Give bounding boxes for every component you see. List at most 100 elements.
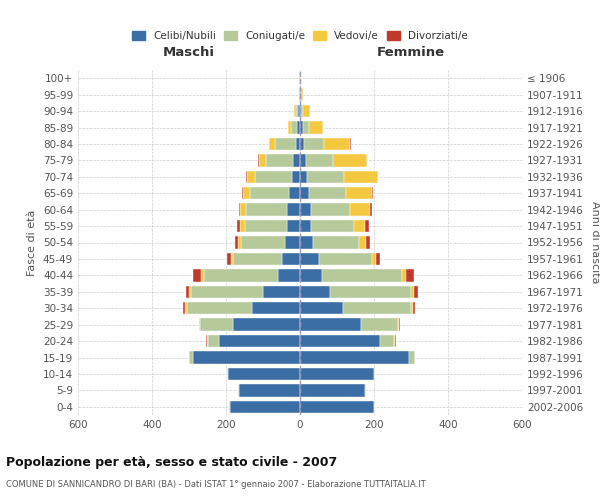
- Bar: [313, 236, 359, 248]
- Bar: [300, 286, 329, 298]
- Bar: [300, 88, 301, 101]
- Legend: Celibi/Nubili, Coniugati/e, Vedovi/e, Divorziati/e: Celibi/Nubili, Coniugati/e, Vedovi/e, Di…: [128, 27, 472, 46]
- Bar: [239, 384, 300, 396]
- Bar: [228, 368, 300, 380]
- Bar: [300, 105, 301, 117]
- Bar: [378, 170, 379, 183]
- Bar: [208, 335, 218, 347]
- Bar: [414, 286, 418, 298]
- Bar: [241, 236, 285, 248]
- Bar: [343, 302, 411, 314]
- Bar: [399, 318, 400, 331]
- Bar: [275, 138, 296, 150]
- Bar: [193, 269, 201, 281]
- Bar: [233, 318, 300, 331]
- Bar: [376, 253, 380, 265]
- Bar: [365, 384, 366, 396]
- Bar: [263, 286, 300, 298]
- Bar: [238, 384, 239, 396]
- Bar: [359, 236, 366, 248]
- Bar: [309, 187, 346, 200]
- Bar: [300, 122, 303, 134]
- Bar: [186, 286, 189, 298]
- Bar: [398, 318, 399, 331]
- Bar: [242, 187, 250, 200]
- Bar: [300, 187, 309, 200]
- Bar: [402, 269, 406, 281]
- Bar: [305, 154, 334, 166]
- Text: Popolazione per età, sesso e stato civile - 2007: Popolazione per età, sesso e stato civil…: [6, 456, 337, 469]
- Bar: [304, 138, 324, 150]
- Bar: [230, 400, 300, 413]
- Bar: [266, 154, 293, 166]
- Bar: [300, 318, 361, 331]
- Bar: [300, 400, 374, 413]
- Bar: [409, 352, 415, 364]
- Bar: [413, 302, 415, 314]
- Bar: [297, 122, 300, 134]
- Bar: [319, 253, 372, 265]
- Bar: [300, 384, 365, 396]
- Bar: [184, 302, 185, 314]
- Bar: [204, 269, 278, 281]
- Bar: [240, 220, 245, 232]
- Bar: [200, 318, 233, 331]
- Bar: [218, 335, 300, 347]
- Bar: [374, 368, 375, 380]
- Bar: [311, 204, 350, 216]
- Text: Maschi: Maschi: [163, 46, 215, 59]
- Bar: [300, 204, 311, 216]
- Y-axis label: Anni di nascita: Anni di nascita: [590, 201, 600, 284]
- Text: COMUNE DI SANNICANDRO DI BARI (BA) - Dati ISTAT 1° gennaio 2007 - Elaborazione T: COMUNE DI SANNICANDRO DI BARI (BA) - Dat…: [6, 480, 426, 489]
- Bar: [374, 400, 375, 413]
- Bar: [193, 352, 300, 364]
- Bar: [238, 236, 241, 248]
- Bar: [411, 286, 414, 298]
- Bar: [229, 400, 230, 413]
- Bar: [287, 204, 300, 216]
- Bar: [233, 253, 281, 265]
- Bar: [207, 335, 208, 347]
- Bar: [281, 253, 300, 265]
- Bar: [258, 154, 259, 166]
- Bar: [246, 170, 247, 183]
- Bar: [227, 253, 231, 265]
- Bar: [311, 220, 353, 232]
- Bar: [252, 302, 300, 314]
- Bar: [406, 269, 413, 281]
- Bar: [201, 269, 204, 281]
- Text: Femmine: Femmine: [377, 46, 445, 59]
- Bar: [300, 236, 313, 248]
- Bar: [361, 318, 398, 331]
- Bar: [300, 352, 409, 364]
- Bar: [300, 138, 304, 150]
- Bar: [353, 220, 365, 232]
- Bar: [299, 88, 300, 101]
- Bar: [235, 236, 238, 248]
- Bar: [334, 154, 367, 166]
- Bar: [247, 170, 255, 183]
- Bar: [292, 122, 297, 134]
- Bar: [346, 187, 372, 200]
- Bar: [285, 236, 300, 248]
- Bar: [293, 154, 300, 166]
- Bar: [301, 105, 302, 117]
- Bar: [206, 335, 207, 347]
- Bar: [296, 138, 300, 150]
- Bar: [255, 170, 292, 183]
- Bar: [300, 253, 319, 265]
- Bar: [237, 220, 240, 232]
- Bar: [269, 138, 275, 150]
- Bar: [300, 220, 311, 232]
- Bar: [322, 269, 402, 281]
- Bar: [303, 122, 308, 134]
- Bar: [366, 236, 370, 248]
- Bar: [292, 170, 300, 183]
- Bar: [191, 286, 263, 298]
- Bar: [298, 105, 300, 117]
- Bar: [245, 220, 287, 232]
- Bar: [394, 335, 395, 347]
- Bar: [288, 122, 292, 134]
- Bar: [300, 170, 307, 183]
- Bar: [300, 335, 380, 347]
